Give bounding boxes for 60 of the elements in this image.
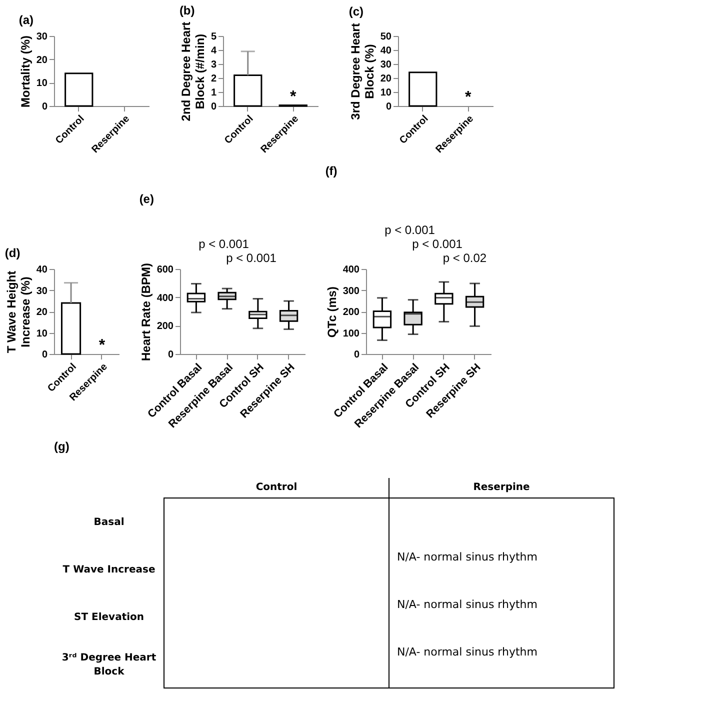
y-tick-label: 2 (210, 74, 217, 84)
y-tick-label: 400 (156, 292, 174, 304)
y-tick-label: 40 (380, 46, 392, 56)
chart-title: (a) (18, 13, 34, 27)
y-tick-label: 30 (380, 60, 392, 70)
annotation: * (465, 89, 472, 106)
y-tick-label: 300 (342, 286, 360, 297)
y-tick-label: 50 (380, 32, 392, 42)
text: (g) (54, 440, 70, 454)
y-tick-label: 10 (36, 328, 48, 340)
category-label: Basal (94, 516, 124, 528)
text: p < 0.02 (442, 251, 487, 265)
y-tick-label: 30 (36, 286, 48, 297)
y-tick-label: 100 (342, 328, 360, 340)
y-tick-label: 20 (36, 307, 48, 318)
chart-title: (f) (325, 164, 338, 178)
y-tick-label: 600 (156, 264, 174, 276)
y-tick-label: 10 (36, 78, 48, 90)
y-tick-label: 3 (210, 60, 217, 70)
y-axis-title: T Wave Height Increase (%) (4, 270, 32, 354)
text: N/A- normal sinus rhythm (397, 550, 538, 564)
y-axis-title: 3rd Degree Heart Block (%) (348, 23, 376, 120)
annotation: * (290, 88, 297, 106)
y-tick-label: 10 (380, 88, 392, 98)
y-tick-label: 200 (156, 321, 174, 332)
y-tick-label: 20 (380, 74, 392, 84)
category-label: Reserpine (473, 482, 530, 493)
y-tick-label: 4 (210, 46, 217, 56)
category-label: 3ʳᵈ Degree Heart Block (62, 652, 156, 678)
text: p < 0.001 (412, 237, 463, 251)
category-label: T Wave Increase (62, 564, 156, 576)
y-tick-label: 20 (36, 54, 48, 66)
y-tick-label: 400 (342, 264, 360, 276)
y-tick-label: 5 (210, 32, 217, 42)
category-label: Control (256, 482, 298, 493)
y-tick-label: 0 (42, 350, 48, 360)
y-axis-title: 2nd Degree Heart Block (#/min) (178, 22, 207, 122)
y-tick-label: 40 (36, 264, 48, 276)
y-tick-label: 0 (42, 102, 48, 112)
y-tick-label: 0 (168, 350, 174, 360)
y-tick-label: 0 (386, 102, 392, 112)
text: N/A- normal sinus rhythm (397, 646, 538, 658)
category-label: ST Elevation (74, 612, 144, 623)
y-axis-title: Mortality (%) (18, 35, 32, 108)
text: p < 0.001 (226, 251, 277, 265)
y-axis-title: QTc (ms) (324, 286, 339, 338)
y-tick-label: 30 (36, 32, 48, 42)
chart-title: (e) (139, 192, 154, 206)
text: N/A- normal sinus rhythm (397, 598, 538, 611)
chart-title: (d) (4, 246, 20, 260)
y-tick-label: 0 (210, 102, 217, 112)
annotation: * (98, 337, 106, 354)
y-tick-label: 200 (342, 307, 360, 318)
chart-title: (c) (348, 4, 364, 19)
y-axis-title: Heart Rate (BPM) (138, 262, 153, 362)
text: p < 0.001 (384, 223, 436, 237)
y-tick-label: 1 (210, 88, 217, 98)
chart-title: (b) (179, 3, 195, 18)
y-tick-label: 0 (354, 350, 360, 360)
text: p < 0.001 (198, 237, 250, 251)
